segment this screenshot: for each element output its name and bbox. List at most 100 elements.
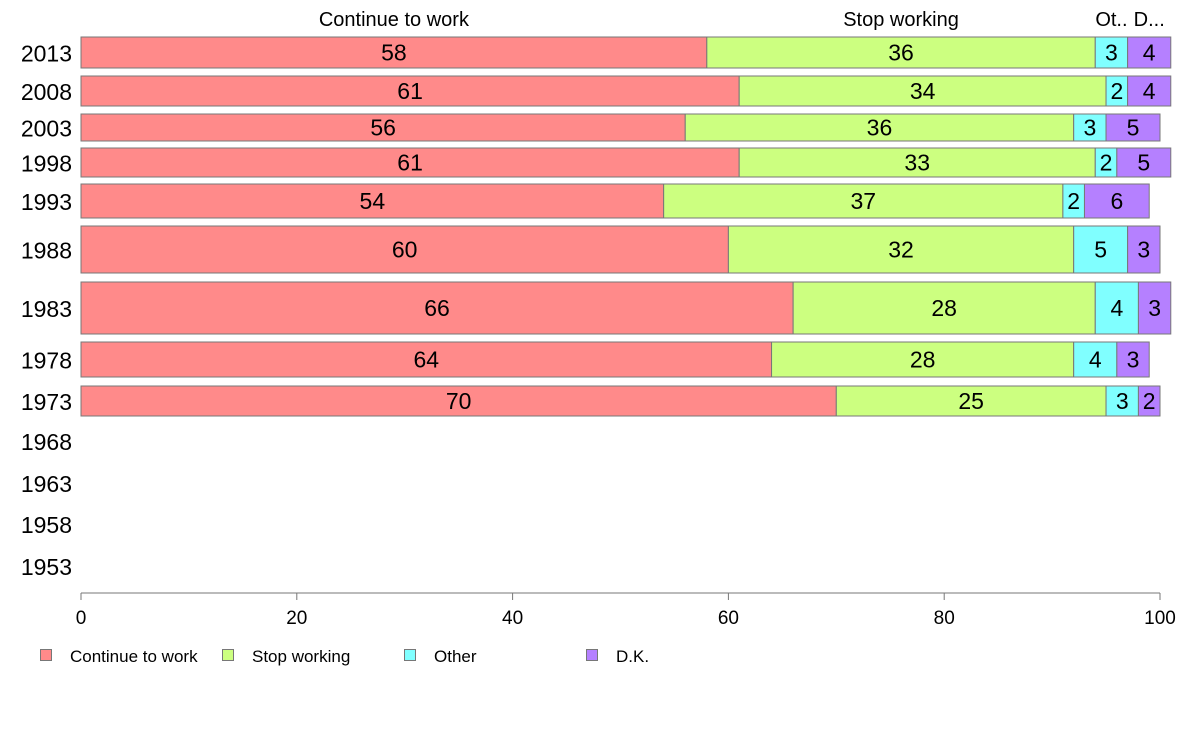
bar-segment — [1073, 113, 1107, 142]
bar-value-label: 4 — [1143, 78, 1156, 104]
bar-value-label: 3 — [1116, 388, 1129, 414]
bar-value-label: 5 — [1127, 115, 1140, 141]
bar-segment — [771, 341, 1075, 378]
legend-swatch-stop-working — [222, 649, 234, 661]
bar-segment — [1116, 341, 1150, 378]
bar-segment — [1137, 385, 1161, 417]
bar-value-label: 25 — [958, 388, 984, 414]
bar-value-label: 60 — [392, 237, 418, 263]
legend-label: D.K. — [616, 647, 650, 666]
year-label: 1958 — [21, 512, 72, 538]
bar-value-label: 2 — [1067, 188, 1080, 214]
year-label: 1993 — [21, 189, 72, 215]
bar-segment — [684, 113, 1075, 142]
bar-value-label: 70 — [446, 388, 472, 414]
bar-segment — [80, 36, 708, 69]
bar-value-label: 34 — [910, 78, 936, 104]
bar-segment — [1073, 341, 1118, 378]
bar-segment — [835, 385, 1107, 417]
bar-segment — [706, 36, 1096, 69]
bar-value-label: 33 — [904, 150, 930, 176]
bar-segment — [1127, 225, 1161, 274]
top-series-label: Ot.. — [1095, 9, 1127, 31]
year-label: 1963 — [21, 471, 72, 497]
x-axis: 0 20 40 60 80 100 — [76, 592, 1176, 629]
bar-segment — [80, 225, 729, 274]
bar-value-label: 64 — [413, 347, 439, 373]
bar-segment — [738, 147, 1096, 178]
x-tick-label: 80 — [934, 608, 955, 629]
year-label: 2008 — [21, 79, 72, 105]
bar-segment — [80, 281, 794, 335]
bar-value-label: 2 — [1110, 78, 1123, 104]
x-tick-label: 60 — [718, 608, 739, 629]
bar-segment — [80, 341, 773, 378]
bar-value-label: 58 — [381, 40, 407, 66]
legend-label: Continue to work — [70, 647, 198, 666]
legend-label: Other — [434, 647, 477, 666]
bar-segment — [80, 75, 740, 107]
bar-value-label: 4 — [1110, 295, 1123, 321]
bar-segment — [1105, 385, 1139, 417]
bar-segment — [1094, 36, 1129, 69]
bar-value-label: 28 — [910, 347, 936, 373]
bar-value-label: 66 — [424, 295, 450, 321]
bar-segment — [1127, 36, 1172, 69]
year-label: 2013 — [21, 41, 72, 67]
x-tick-label: 100 — [1144, 608, 1176, 629]
bar-value-label: 3 — [1083, 115, 1096, 141]
bar-segment — [1105, 113, 1161, 142]
year-label: 1968 — [21, 429, 72, 455]
bar-value-label: 61 — [397, 150, 423, 176]
bar-value-label: 3 — [1127, 347, 1140, 373]
bar-segment — [1083, 183, 1150, 219]
bars: 58 36 3 461 34 2 456 36 3 561 33 2 554 37 2 660 32 5 366 28… — [80, 36, 1172, 417]
bar-segment — [727, 225, 1075, 274]
bar-value-label: 32 — [888, 237, 914, 263]
year-labels: 2013 2008 2003 1998 1993 1988 1983 1978 1973 1968… — [21, 41, 72, 581]
bar-value-label: 36 — [888, 40, 914, 66]
year-label: 1983 — [21, 296, 72, 322]
x-tick-label: 20 — [286, 608, 307, 629]
top-series-label: Stop working — [843, 9, 959, 31]
bar-value-label: 54 — [360, 188, 386, 214]
bar-value-label: 2 — [1100, 150, 1113, 176]
bar-value-label: 36 — [867, 115, 893, 141]
year-label: 1973 — [21, 389, 72, 415]
bar-value-label: 5 — [1137, 150, 1150, 176]
year-label: 1953 — [21, 554, 72, 580]
bar-segment — [1137, 281, 1172, 335]
year-label: 1998 — [21, 151, 72, 177]
year-label: 1988 — [21, 238, 72, 264]
bar-segment — [1116, 147, 1172, 178]
legend-label: Stop working — [252, 647, 351, 666]
bar-value-label: 37 — [850, 188, 876, 214]
x-tick-label: 40 — [502, 608, 523, 629]
bar-segment — [1127, 75, 1172, 107]
bar-value-label: 4 — [1143, 40, 1156, 66]
top-series-labels: Continue to work Stop working Ot.. D... — [319, 9, 1165, 31]
bar-value-label: 28 — [931, 295, 957, 321]
bar-segment — [80, 147, 740, 178]
bar-value-label: 3 — [1148, 295, 1161, 321]
legend-swatch-dk — [586, 649, 598, 661]
bar-value-label: 61 — [397, 78, 423, 104]
bar-segment — [792, 281, 1096, 335]
bar-value-label: 2 — [1143, 388, 1156, 414]
bar-segment — [1094, 281, 1139, 335]
bar-segment — [80, 113, 686, 142]
bar-segment — [80, 385, 837, 417]
year-label: 2003 — [21, 116, 72, 142]
year-label: 1978 — [21, 348, 72, 374]
legend-swatch-continue-to-work — [40, 649, 52, 661]
bar-value-label: 6 — [1110, 188, 1123, 214]
top-series-label: Continue to work — [319, 9, 470, 31]
bar-value-label: 4 — [1089, 347, 1102, 373]
x-tick-label: 0 — [76, 608, 87, 629]
bar-value-label: 3 — [1137, 237, 1150, 263]
bar-value-label: 5 — [1094, 237, 1107, 263]
top-series-label: D... — [1134, 9, 1165, 31]
bar-segment — [738, 75, 1107, 107]
bar-value-label: 3 — [1105, 40, 1118, 66]
bar-value-label: 56 — [370, 115, 396, 141]
